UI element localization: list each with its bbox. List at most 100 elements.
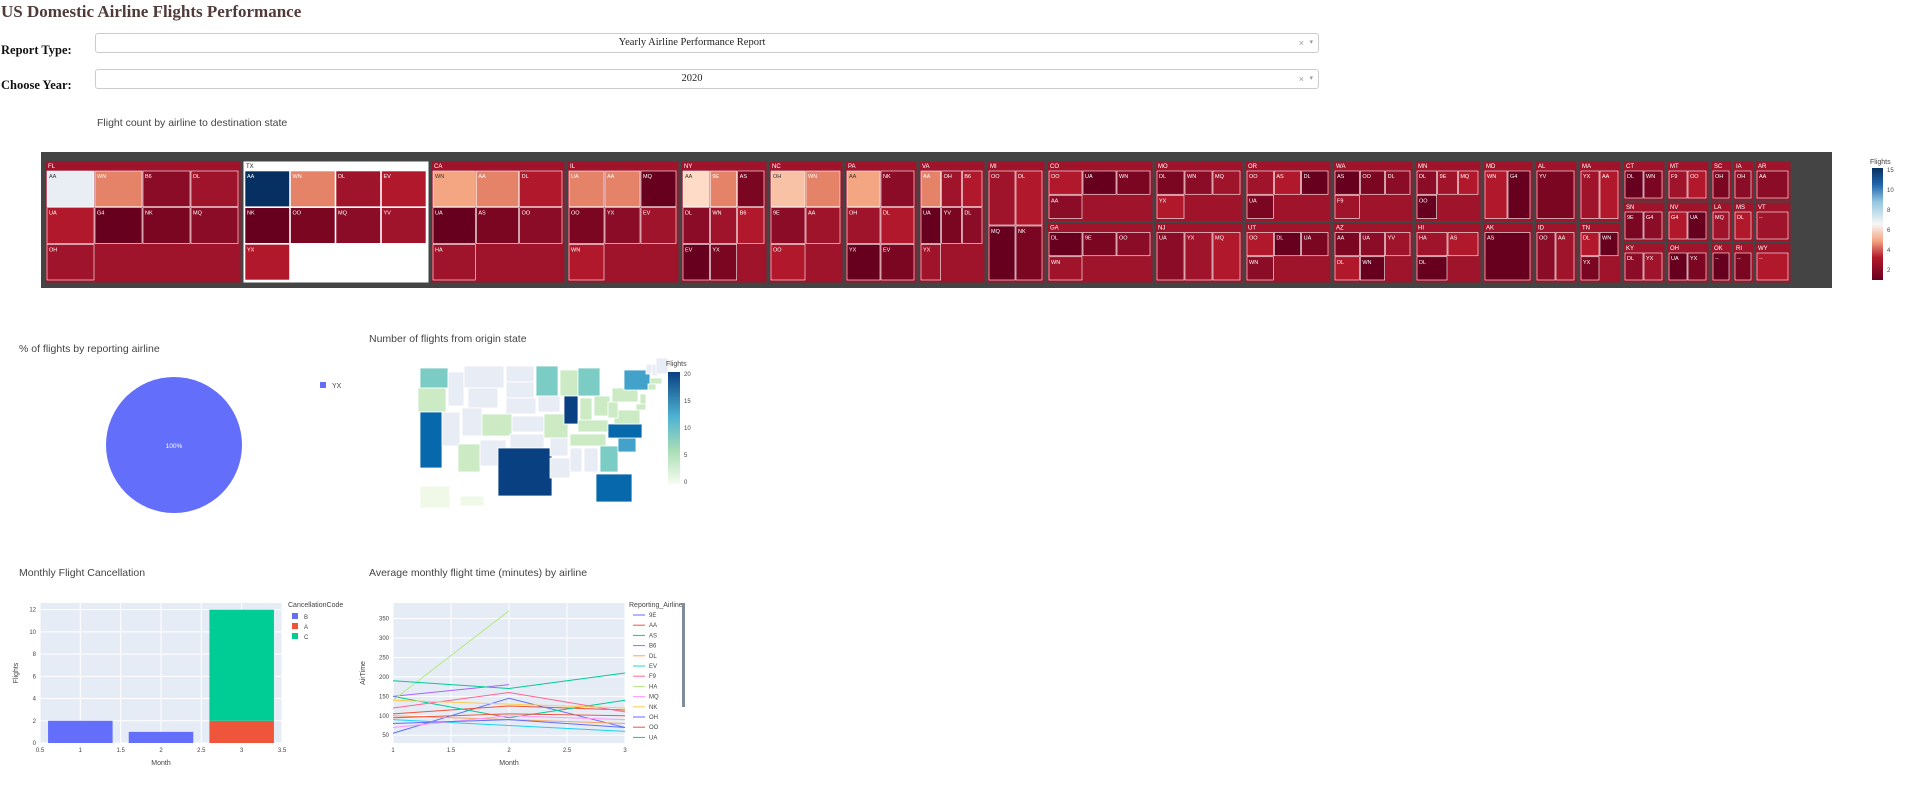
treemap-cell [1246,256,1274,281]
treemap-cell [1734,211,1752,240]
x-tick: 1.5 [116,748,125,754]
treemap-cell-label: AA [478,174,486,180]
treemap-cell [46,244,95,281]
treemap-cell [1687,252,1707,281]
bar-B-2 [128,731,194,743]
treemap-cell [682,244,710,281]
legend-entry: F9 [649,674,657,680]
treemap-state-label: MT [1670,164,1679,170]
treemap-cell [1580,170,1600,219]
treemap-cell [1484,170,1508,219]
treemap-cell [190,207,239,244]
treemap-cell-label: OO [1119,236,1128,242]
clear-icon[interactable]: × [1298,74,1304,84]
treemap-state-label: TN [1582,226,1590,232]
x-tick: 1.5 [447,748,456,754]
treemap-cell [1416,232,1448,257]
treemap-cell [640,207,677,244]
map-state-MT [463,365,505,389]
choropleth-map[interactable]: Flights 20 15 10 5 0 [410,358,700,518]
treemap-cell-label: -- [1759,215,1763,221]
line-series-F9 [392,691,626,713]
map-state-UT [461,407,483,437]
y-tick: 12 [29,608,36,614]
treemap-cell [1437,170,1458,195]
map-state-ME [655,358,669,375]
colorbar-tick: 10 [1887,188,1894,194]
treemap-state-label: IL [570,164,576,170]
treemap-cell [604,170,641,207]
map-state-CT [647,383,657,391]
treemap-cell [1555,232,1575,281]
cancellation-bar-chart[interactable]: 0 2 4 6 8 10 12 0.5 1 1.5 2 2.5 3 3.5 Month Flights Canc… [8,595,353,765]
treemap-cell-label: UA [49,211,57,217]
pie-chart[interactable]: 100% YX [100,370,360,520]
legend-entry: C [304,635,309,641]
treemap-cell [94,207,143,244]
treemap-cell [1301,170,1329,195]
treemap-state-label: KY [1626,246,1634,252]
treemap-cell-label: WN [97,174,106,180]
treemap-cell [1156,194,1185,219]
treemap-cell [1334,232,1360,257]
treemap-cell-label: NK [883,174,891,180]
colorbar-tick: 6 [1887,228,1891,234]
clear-icon[interactable]: × [1298,38,1304,48]
treemap-state-label: AL [1538,164,1546,170]
treemap-cell-label: YX [607,211,615,217]
treemap-cell-label: AA [247,174,255,180]
treemap-cell-label: YX [923,247,931,253]
treemap-cell-label: UA [1085,174,1093,180]
map-title: Number of flights from origin state [369,333,527,345]
year-dropdown[interactable]: 2020 × ▾ [95,69,1319,89]
y-tick: 150 [379,694,390,700]
chevron-down-icon[interactable]: ▾ [1309,75,1313,82]
report-type-dropdown[interactable]: Yearly Airline Performance Report × ▾ [95,33,1319,53]
treemap-cell [737,207,765,244]
map-state-MA [649,377,663,385]
treemap-cell-label: YX [1187,236,1195,242]
treemap-cell-label: G4 [1646,215,1653,221]
map-state-IA [537,395,561,413]
line-series-UA [392,672,626,690]
treemap-chart[interactable]: FL AA WN B6 DL UA G4 NK MQ OH TX AA WN DL EV NK OO MQ YV YX… [41,152,1832,288]
treemap-cell-label: AA [808,211,816,217]
treemap-cell [880,207,915,244]
treemap-state-label: NV [1670,205,1678,211]
treemap-state-label: FL [48,164,56,170]
treemap-cell [880,170,915,207]
treemap-cell [1756,252,1789,281]
map-state-ND [505,365,535,383]
treemap-cell [1212,232,1241,281]
treemap-cell-label: AS [478,211,486,217]
treemap-cell-label: 9E [773,211,780,217]
treemap-cell-label: B6 [964,174,971,180]
treemap-cell-label: F9 [1337,198,1343,204]
treemap-state-label: WA [1336,164,1345,170]
chevron-down-icon[interactable]: ▾ [1309,39,1313,46]
treemap-state-label: MO [1158,164,1168,170]
treemap-cell [1334,256,1360,281]
airtime-line-chart[interactable]: 50 100 150 200 250 300 350 1 1.5 2 2.5 3 Month AirTim… [355,595,705,765]
treemap-state-label: UT [1248,226,1256,232]
treemap-cell-label: G4 [97,211,104,217]
colorbar-tick: 2 [1887,268,1891,274]
treemap-cell [381,207,427,244]
treemap-cell [682,170,710,207]
treemap-cell [1048,170,1083,195]
map-colorbar-tick: 5 [684,453,688,459]
treemap-cell [1447,232,1479,257]
treemap-cell-label: -- [1759,256,1763,262]
treemap-cell-label: YV [1388,236,1396,242]
treemap-cell [1082,232,1117,257]
treemap-state-label: MD [1486,164,1496,170]
treemap-cell [1668,211,1688,240]
treemap-cell [941,170,962,207]
treemap-cell-label: UA [1159,236,1167,242]
map-state-ID [447,371,465,407]
treemap-state-label: SC [1714,164,1723,170]
line-series-HA [392,610,510,701]
treemap-cell-label: DL [964,211,971,217]
y-tick: 50 [382,733,389,739]
treemap-cell [476,170,519,207]
